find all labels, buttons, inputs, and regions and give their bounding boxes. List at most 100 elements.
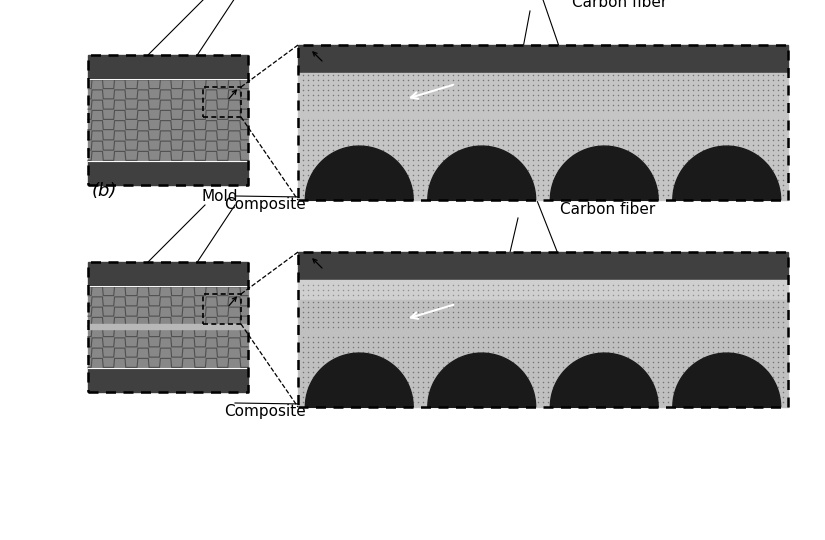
- Point: [351, 146, 365, 154]
- Point: [742, 363, 755, 372]
- Point: [482, 141, 495, 150]
- Point: [436, 393, 450, 401]
- Point: [407, 397, 420, 406]
- Point: [536, 116, 549, 124]
- Point: [541, 71, 554, 79]
- Point: [356, 161, 370, 170]
- Point: [497, 303, 510, 312]
- Point: [662, 357, 675, 366]
- Point: [376, 91, 389, 99]
- Point: [752, 368, 765, 376]
- Point: [317, 357, 330, 366]
- Point: [771, 161, 785, 170]
- Point: [587, 151, 600, 159]
- Point: [526, 303, 540, 312]
- Point: [686, 91, 700, 99]
- Point: [526, 363, 540, 372]
- Point: [417, 291, 430, 299]
- Point: [351, 348, 365, 356]
- Point: [507, 383, 520, 391]
- Point: [652, 298, 665, 306]
- Point: [436, 181, 450, 190]
- Point: [652, 281, 665, 289]
- Point: [541, 181, 554, 190]
- Point: [716, 281, 729, 289]
- Point: [621, 76, 634, 84]
- Point: [311, 313, 324, 321]
- Point: [657, 186, 670, 194]
- Point: [641, 348, 654, 356]
- Point: [737, 357, 750, 366]
- Point: [696, 338, 710, 346]
- Point: [701, 80, 714, 89]
- Point: [567, 141, 580, 150]
- Point: [631, 291, 644, 299]
- Point: [356, 388, 370, 396]
- Point: [672, 313, 685, 321]
- Point: [726, 96, 739, 104]
- Point: [716, 71, 729, 79]
- Point: [376, 141, 389, 150]
- Point: [381, 343, 394, 352]
- Polygon shape: [305, 353, 413, 407]
- Point: [531, 323, 545, 332]
- Point: [732, 136, 745, 144]
- Point: [596, 106, 610, 114]
- Point: [502, 141, 515, 150]
- Point: [521, 286, 535, 294]
- Point: [766, 353, 780, 361]
- Point: [572, 373, 585, 381]
- Point: [536, 383, 549, 391]
- Point: [626, 338, 639, 346]
- Point: [461, 388, 474, 396]
- Point: [742, 353, 755, 361]
- Point: [616, 298, 629, 306]
- Point: [351, 281, 365, 289]
- Point: [711, 303, 724, 312]
- Point: [346, 171, 360, 179]
- Point: [391, 397, 404, 406]
- Point: [567, 156, 580, 164]
- Point: [337, 116, 350, 124]
- Point: [502, 313, 515, 321]
- Point: [327, 298, 340, 306]
- Point: [342, 141, 355, 150]
- Point: [546, 308, 559, 316]
- Point: [296, 383, 309, 391]
- Point: [351, 313, 365, 321]
- Point: [657, 388, 670, 396]
- Point: [691, 106, 705, 114]
- Point: [716, 166, 729, 174]
- Point: [676, 303, 690, 312]
- Point: [652, 377, 665, 386]
- Point: [572, 126, 585, 134]
- Point: [476, 323, 489, 332]
- Point: [662, 141, 675, 150]
- Point: [556, 313, 569, 321]
- Point: [611, 343, 625, 352]
- Point: [766, 91, 780, 99]
- Point: [761, 80, 775, 89]
- Point: [662, 377, 675, 386]
- Point: [451, 363, 464, 372]
- Point: [531, 96, 545, 104]
- Point: [631, 323, 644, 332]
- Point: [512, 363, 525, 372]
- Point: [436, 298, 450, 306]
- Point: [716, 136, 729, 144]
- Point: [521, 116, 535, 124]
- Point: [626, 377, 639, 386]
- Point: [592, 353, 605, 361]
- Point: [611, 186, 625, 194]
- Point: [402, 291, 415, 299]
- Point: [556, 96, 569, 104]
- Point: [317, 338, 330, 346]
- Point: [301, 383, 314, 391]
- Point: [471, 377, 484, 386]
- Point: [686, 348, 700, 356]
- Point: [771, 106, 785, 114]
- Point: [376, 166, 389, 174]
- Point: [747, 131, 760, 139]
- Point: [466, 141, 479, 150]
- Point: [306, 323, 319, 332]
